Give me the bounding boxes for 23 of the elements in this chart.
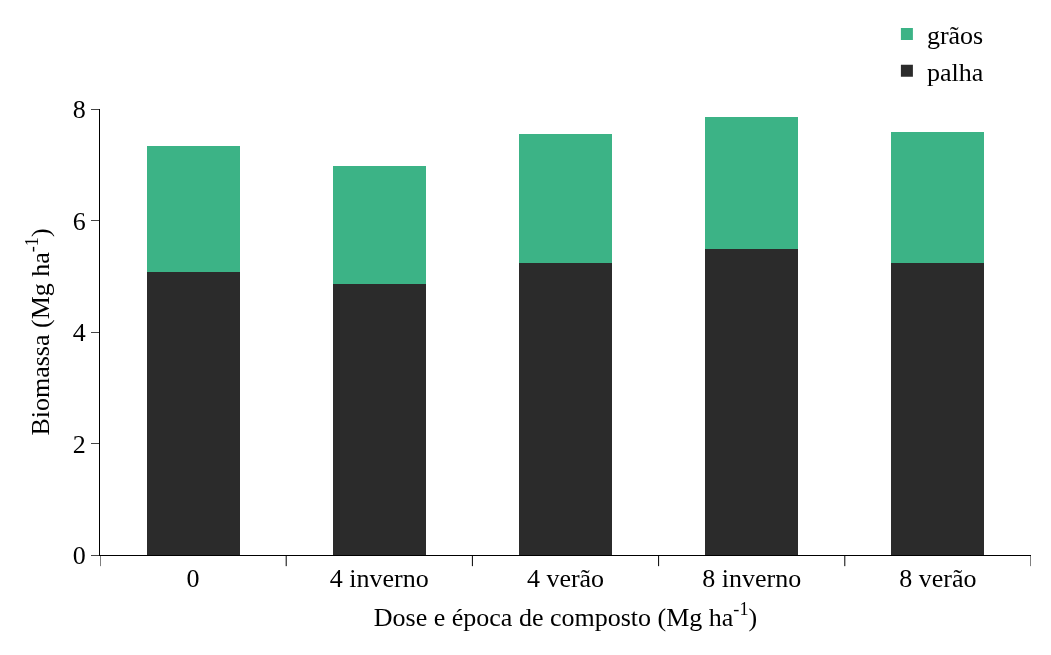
x-tick-label: 8 inverno [702, 564, 802, 594]
x-tick-label: 0 [186, 564, 200, 594]
x-tick-label: 4 verão [526, 564, 605, 594]
bar [705, 248, 799, 555]
bar [891, 131, 985, 263]
y-tick-label: 6 [72, 206, 86, 236]
y-tick-label: 2 [72, 429, 86, 459]
y-tick-label: 0 [72, 541, 86, 571]
bar [891, 262, 985, 555]
x-tick-label: 4 inverno [329, 564, 429, 594]
x-tick-label: 8 verão [899, 564, 977, 594]
bar [332, 283, 426, 555]
bar [705, 117, 799, 249]
y-tick-label: 4 [72, 318, 86, 348]
bar [146, 271, 240, 555]
legend-label: grãos [926, 21, 984, 51]
y-tick-label: 8 [72, 95, 86, 125]
legend-label: palha [926, 57, 984, 87]
bar [518, 262, 613, 555]
bar [518, 133, 613, 263]
bar [146, 145, 240, 272]
x-axis-title: Dose e época de composto (Mg ha$^{-1}$) [373, 598, 758, 632]
bar [332, 165, 426, 284]
